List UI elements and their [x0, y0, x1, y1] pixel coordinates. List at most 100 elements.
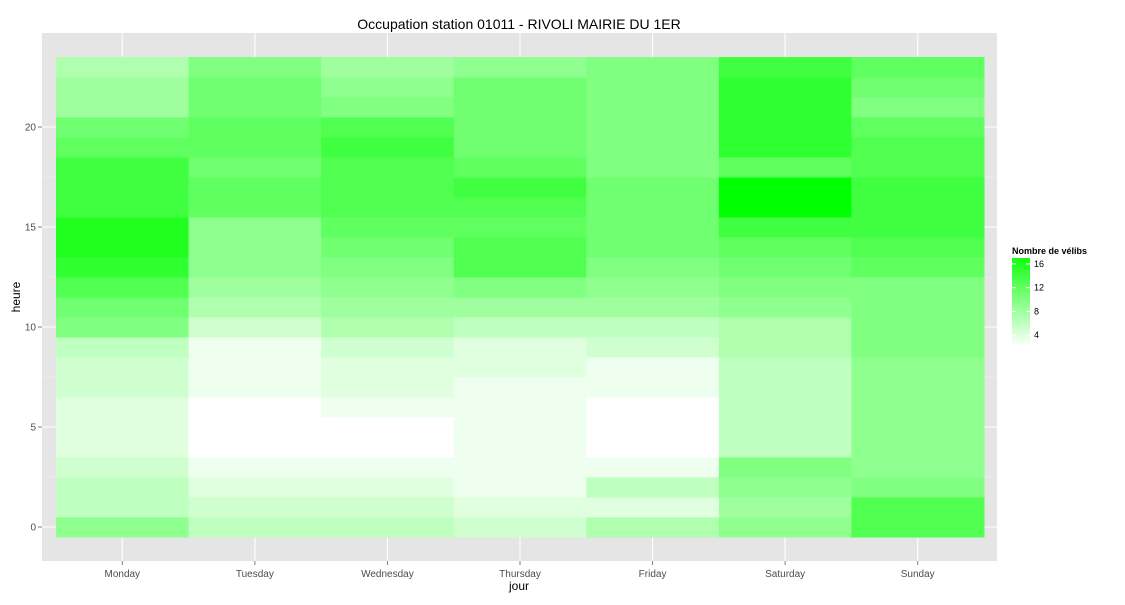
heatmap-tile: Friday 6h: 2 [586, 397, 720, 418]
heatmap-tile: Thursday 19h: 11 [453, 137, 587, 158]
heatmap-tile: Wednesday 8h: 4 [321, 357, 455, 378]
heatmap-tile: Saturday 8h: 6 [718, 357, 852, 378]
heatmap-tile: Thursday 20h: 11 [453, 117, 587, 138]
heatmap-tile: Sunday 10h: 10 [851, 317, 985, 338]
heatmap-tile: Wednesday 2h: 4 [321, 477, 455, 498]
x-tick-label: Monday [104, 569, 140, 580]
x-tick-label: Wednesday [361, 569, 414, 580]
heatmap-tile: Thursday 11h: 8 [453, 297, 587, 318]
heatmap-tile: Friday 16h: 11 [586, 197, 720, 218]
heatmap-tile: Saturday 4h: 6 [718, 437, 852, 458]
heatmap-tile: Thursday 12h: 10 [453, 277, 587, 298]
heatmap-tile: Monday 3h: 5 [56, 457, 190, 478]
legend-colorbar [1012, 258, 1030, 344]
heatmap-tile: Saturday 10h: 7 [718, 317, 852, 338]
heatmap-tile: Thursday 2h: 3 [453, 477, 587, 498]
heatmap-tile: Wednesday 0h: 6 [321, 517, 455, 538]
heatmap-tile: Tuesday 19h: 12 [188, 137, 322, 158]
heatmap-tile: Thursday 8h: 4 [453, 357, 587, 378]
heatmap-tile: Sunday 1h: 13 [851, 497, 985, 518]
heatmap-tile: Tuesday 13h: 9 [188, 257, 322, 278]
heatmap-tile: Saturday 22h: 15 [718, 77, 852, 98]
heatmap-tile: Monday 13h: 15 [56, 257, 190, 278]
heatmap-tile: Monday 8h: 5 [56, 357, 190, 378]
heatmap-tile: Wednesday 17h: 13 [321, 177, 455, 198]
heatmap-tile: Saturday 16h: 18 [718, 197, 852, 218]
heatmap-tile: Sunday 22h: 11 [851, 77, 985, 98]
heatmap-tile: Tuesday 18h: 11 [188, 157, 322, 178]
y-tick-label: 15 [25, 223, 37, 234]
legend-tick-label: 16 [1034, 259, 1044, 269]
heatmap-tile: Wednesday 9h: 5 [321, 337, 455, 358]
heatmap-tile: Sunday 3h: 9 [851, 457, 985, 478]
heatmap-tile: Sunday 12h: 10 [851, 277, 985, 298]
heatmap-tile: Friday 15h: 11 [586, 217, 720, 238]
heatmap-tile: Wednesday 11h: 8 [321, 297, 455, 318]
heatmap-tile: Sunday 2h: 10 [851, 477, 985, 498]
heatmap-tile: Monday 1h: 6 [56, 497, 190, 518]
heatmap-tile: Wednesday 19h: 14 [321, 137, 455, 158]
heatmap-tile: Wednesday 14h: 11 [321, 237, 455, 258]
heatmap-tile: Thursday 1h: 4 [453, 497, 587, 518]
heatmap-tile: Monday 5h: 4 [56, 417, 190, 438]
heatmap-tile: Sunday 16h: 14 [851, 197, 985, 218]
heatmap-tile: Sunday 7h: 9 [851, 377, 985, 398]
heatmap-tile: Wednesday 1h: 5 [321, 497, 455, 518]
heatmap-tile: Friday 2h: 6 [586, 477, 720, 498]
heatmap-tile: Sunday 15h: 14 [851, 217, 985, 238]
heatmap-tile: Monday 4h: 4 [56, 437, 190, 458]
heatmap-tile: Monday 21h: 8 [56, 97, 190, 118]
chart-title: Occupation station 01011 - RIVOLI MAIRIE… [357, 16, 680, 32]
heatmap-tile: Wednesday 15h: 12 [321, 217, 455, 238]
heatmap-tile: Sunday 13h: 12 [851, 257, 985, 278]
x-axis: Monday Tuesday Wednesday Thursday Friday Satu… [104, 561, 935, 580]
heatmap-tile: Tuesday 2h: 4 [188, 477, 322, 498]
heatmap-tile: Saturday 21h: 15 [718, 97, 852, 118]
heatmap-tile: Friday 9h: 5 [586, 337, 720, 358]
x-tick-label: Thursday [499, 569, 541, 580]
heatmap-tile: Friday 5h: 2 [586, 417, 720, 438]
heatmap-tile: Friday 8h: 3 [586, 357, 720, 378]
heatmap-tile: Tuesday 12h: 8 [188, 277, 322, 298]
heatmap-tile: Monday 7h: 5 [56, 377, 190, 398]
heatmap-tile: Saturday 12h: 10 [718, 277, 852, 298]
heatmap-tile: Sunday 18h: 13 [851, 157, 985, 178]
heatmap-tile: Sunday 11h: 10 [851, 297, 985, 318]
heatmap-tile: Thursday 14h: 13 [453, 237, 587, 258]
heatmap-tile: Sunday 14h: 13 [851, 237, 985, 258]
heatmap-tile: Monday 10h: 10 [56, 317, 190, 338]
heatmap-tile: Wednesday 13h: 10 [321, 257, 455, 278]
heatmap-tiles: Monday 0h: 9Tuesday 0h: 6Wednesday 0h: 6… [56, 57, 985, 538]
heatmap-tile: Sunday 17h: 14 [851, 177, 985, 198]
heatmap-tile: Saturday 15h: 14 [718, 217, 852, 238]
x-axis-title: jour [508, 579, 529, 593]
heatmap-tile: Thursday 23h: 9 [453, 57, 587, 78]
heatmap-tile: Friday 0h: 7 [586, 517, 720, 538]
heatmap-tile: Thursday 17h: 14 [453, 177, 587, 198]
legend-title: Nombre de vélibs [1012, 246, 1087, 256]
y-tick-label: 0 [30, 523, 36, 534]
heatmap-tile: Saturday 23h: 14 [718, 57, 852, 78]
heatmap-tile: Saturday 7h: 6 [718, 377, 852, 398]
heatmap-tile: Friday 22h: 10 [586, 77, 720, 98]
heatmap-tile: Saturday 13h: 11 [718, 257, 852, 278]
heatmap-tile: Saturday 20h: 15 [718, 117, 852, 138]
heatmap-tile: Tuesday 15h: 9 [188, 217, 322, 238]
heatmap-tile: Wednesday 6h: 3 [321, 397, 455, 418]
x-tick-label: Friday [639, 569, 667, 580]
heatmap-tile: Monday 2h: 6 [56, 477, 190, 498]
heatmap-tile: Friday 11h: 8 [586, 297, 720, 318]
heatmap-tile: Tuesday 4h: 2 [188, 437, 322, 458]
heatmap-tile: Sunday 21h: 10 [851, 97, 985, 118]
heatmap-tile: Wednesday 10h: 7 [321, 317, 455, 338]
heatmap-tile: Tuesday 16h: 12 [188, 197, 322, 218]
heatmap-tile: Friday 23h: 10 [586, 57, 720, 78]
heatmap-tile: Friday 13h: 10 [586, 257, 720, 278]
heatmap-tile: Sunday 4h: 9 [851, 437, 985, 458]
heatmap-tile: Tuesday 3h: 3 [188, 457, 322, 478]
heatmap-tile: Wednesday 3h: 3 [321, 457, 455, 478]
heatmap-tile: Friday 1h: 4 [586, 497, 720, 518]
heatmap-tile: Monday 18h: 14 [56, 157, 190, 178]
